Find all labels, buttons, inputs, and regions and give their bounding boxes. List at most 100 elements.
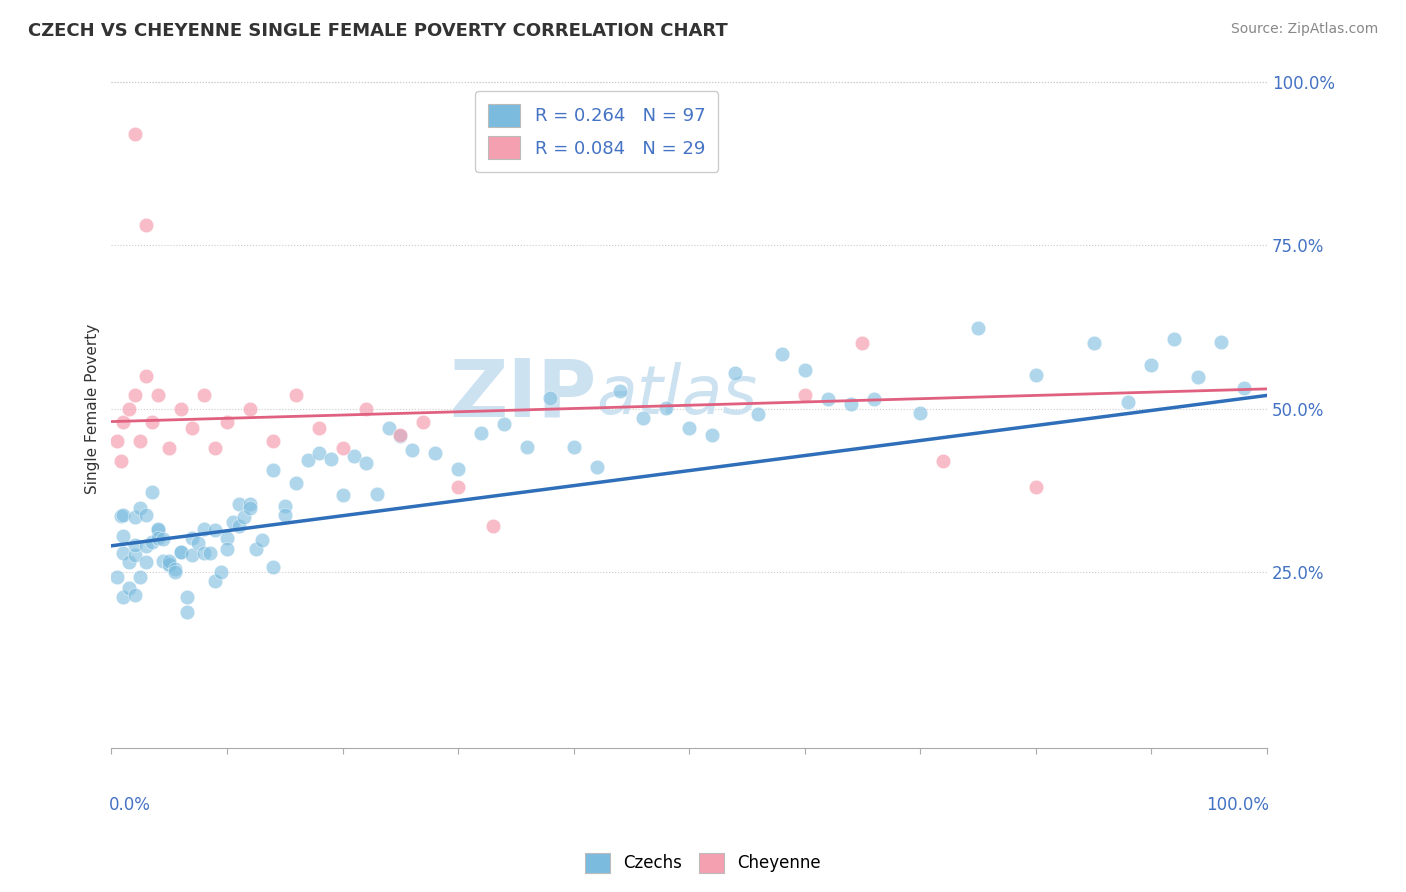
Point [146,388,169,402]
Point [176,590,198,604]
Point [262,560,284,574]
Point [1140,358,1163,372]
Point [262,463,284,477]
Point [851,336,873,351]
Point [332,488,354,502]
Point [702,428,724,442]
Point [146,524,169,538]
Text: Source: ZipAtlas.com: Source: ZipAtlas.com [1230,22,1378,37]
Point [193,388,215,402]
Point [170,545,193,559]
Text: atlas: atlas [596,362,758,428]
Point [111,529,134,543]
Text: 100.0%: 100.0% [1206,796,1270,814]
Point [141,535,163,549]
Point [105,434,128,449]
Point [401,442,423,457]
Point [239,497,262,511]
Point [389,427,412,442]
Point [152,554,174,568]
Point [481,519,503,533]
Point [170,401,193,416]
Point [274,499,297,513]
Point [157,554,180,568]
Point [141,415,163,429]
Point [1025,368,1047,383]
Point [319,452,342,467]
Point [1209,335,1232,350]
Point [366,487,388,501]
Point [176,606,198,620]
Point [118,581,141,595]
Point [105,570,128,584]
Point [146,531,169,545]
Point [141,485,163,500]
Point [124,388,146,402]
Point [135,508,157,522]
Point [129,434,152,449]
Point [1163,332,1185,346]
Point [170,544,193,558]
Point [389,429,412,443]
Point [274,508,297,522]
Point [209,566,232,580]
Y-axis label: Single Female Poverty: Single Female Poverty [86,324,100,493]
Point [152,532,174,546]
Point [135,555,157,569]
Point [470,426,492,441]
Point [239,500,262,515]
Point [157,441,180,455]
Point [724,366,747,380]
Point [354,457,377,471]
Point [540,391,562,405]
Point [111,545,134,559]
Point [157,557,180,571]
Point [129,501,152,516]
Legend: Czechs, Cheyenne: Czechs, Cheyenne [578,847,828,880]
Point [1187,370,1209,384]
Point [163,565,186,579]
Point [967,321,990,335]
Point [863,392,886,406]
Point [228,497,250,511]
Point [215,541,238,556]
Point [129,570,152,584]
Point [124,538,146,552]
Point [793,388,815,402]
Point [111,590,134,604]
Point [793,363,815,377]
Point [222,515,245,529]
Point [770,347,793,361]
Point [233,509,256,524]
Point [124,127,146,141]
Point [412,415,434,429]
Point [118,401,141,416]
Point [228,519,250,533]
Point [204,574,226,588]
Point [447,480,470,494]
Point [110,509,132,524]
Point [1025,480,1047,494]
Point [678,420,700,434]
Point [839,397,862,411]
Point [111,415,134,429]
Text: CZECH VS CHEYENNE SINGLE FEMALE POVERTY CORRELATION CHART: CZECH VS CHEYENNE SINGLE FEMALE POVERTY … [28,22,728,40]
Point [198,546,221,560]
Point [655,401,678,416]
Point [135,219,157,233]
Point [285,475,308,490]
Point [1083,335,1105,350]
Point [135,368,157,383]
Point [124,509,146,524]
Point [187,536,209,550]
Point [193,546,215,560]
Point [111,508,134,522]
Legend: R = 0.264   N = 97, R = 0.084   N = 29: R = 0.264 N = 97, R = 0.084 N = 29 [475,91,718,172]
Point [1116,394,1139,409]
Point [239,401,262,416]
Point [308,421,330,435]
Point [297,453,319,467]
Point [193,522,215,536]
Point [262,434,284,449]
Point [932,454,955,468]
